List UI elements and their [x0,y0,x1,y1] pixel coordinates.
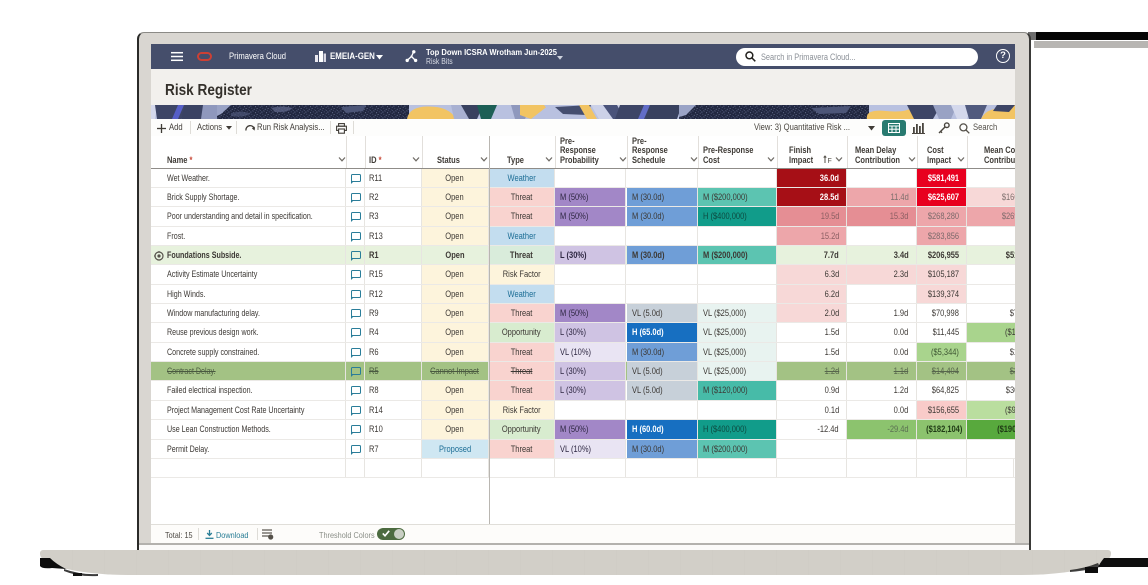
svg-text:F: F [828,158,832,164]
